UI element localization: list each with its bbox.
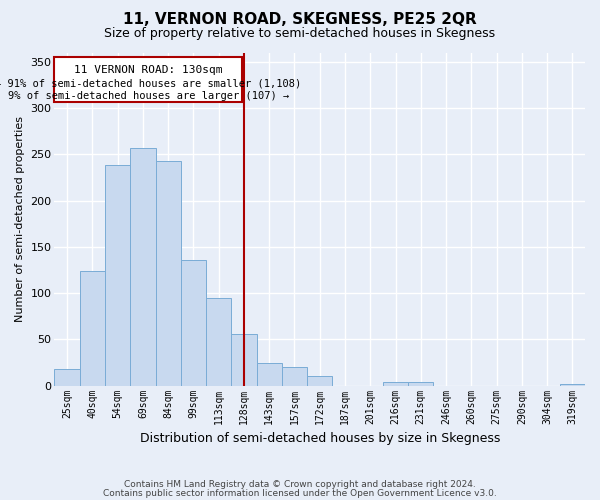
Bar	[408, 382, 433, 386]
Bar	[155, 161, 181, 386]
Bar	[257, 362, 282, 386]
Bar	[282, 367, 307, 386]
Bar	[206, 298, 232, 386]
Bar	[307, 376, 332, 386]
Bar	[105, 166, 130, 386]
FancyBboxPatch shape	[55, 57, 242, 102]
Bar	[232, 334, 257, 386]
Bar	[80, 271, 105, 386]
X-axis label: Distribution of semi-detached houses by size in Skegness: Distribution of semi-detached houses by …	[140, 432, 500, 445]
Text: 11, VERNON ROAD, SKEGNESS, PE25 2QR: 11, VERNON ROAD, SKEGNESS, PE25 2QR	[123, 12, 477, 28]
Bar	[560, 384, 585, 386]
Text: ← 91% of semi-detached houses are smaller (1,108): ← 91% of semi-detached houses are smalle…	[0, 78, 301, 88]
Text: Size of property relative to semi-detached houses in Skegness: Size of property relative to semi-detach…	[104, 28, 496, 40]
Bar	[383, 382, 408, 386]
Text: Contains public sector information licensed under the Open Government Licence v3: Contains public sector information licen…	[103, 488, 497, 498]
Bar	[55, 369, 80, 386]
Y-axis label: Number of semi-detached properties: Number of semi-detached properties	[15, 116, 25, 322]
Text: Contains HM Land Registry data © Crown copyright and database right 2024.: Contains HM Land Registry data © Crown c…	[124, 480, 476, 489]
Bar	[130, 148, 155, 386]
Text: 11 VERNON ROAD: 130sqm: 11 VERNON ROAD: 130sqm	[74, 66, 223, 76]
Bar	[181, 260, 206, 386]
Text: 9% of semi-detached houses are larger (107) →: 9% of semi-detached houses are larger (1…	[8, 92, 289, 102]
